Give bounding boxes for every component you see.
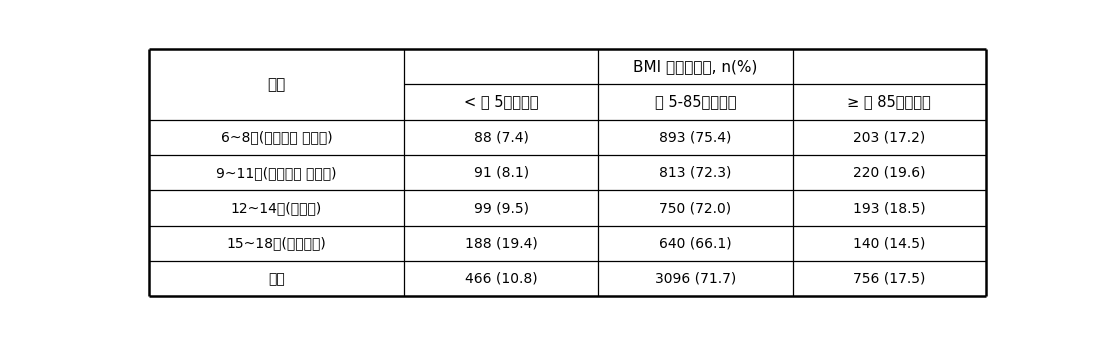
Text: 제 5-85백분위수: 제 5-85백분위수 [654, 94, 736, 109]
Text: 총계: 총계 [268, 272, 284, 286]
Text: 220 (19.6): 220 (19.6) [853, 166, 925, 180]
Text: 12~14세(중학생): 12~14세(중학생) [230, 201, 322, 215]
Text: 466 (10.8): 466 (10.8) [465, 272, 538, 286]
Text: 6~8세(초등학교 저학년): 6~8세(초등학교 저학년) [220, 130, 332, 144]
Text: 750 (72.0): 750 (72.0) [660, 201, 732, 215]
Text: 연령: 연령 [267, 77, 286, 92]
Text: 9~11세(초등학교 고학년): 9~11세(초등학교 고학년) [216, 166, 337, 180]
Text: 203 (17.2): 203 (17.2) [853, 130, 925, 144]
Text: 188 (19.4): 188 (19.4) [465, 236, 538, 250]
Text: 756 (17.5): 756 (17.5) [853, 272, 925, 286]
Text: 15~18세(고등학생): 15~18세(고등학생) [227, 236, 327, 250]
Text: BMI 백분위분포, n(%): BMI 백분위분포, n(%) [633, 59, 757, 74]
Text: 893 (75.4): 893 (75.4) [660, 130, 732, 144]
Text: 140 (14.5): 140 (14.5) [853, 236, 925, 250]
Text: 91 (8.1): 91 (8.1) [474, 166, 529, 180]
Text: < 제 5백분위수: < 제 5백분위수 [464, 94, 538, 109]
Text: 88 (7.4): 88 (7.4) [474, 130, 529, 144]
Text: ≥ 제 85백분위수: ≥ 제 85백분위수 [848, 94, 931, 109]
Text: 3096 (71.7): 3096 (71.7) [655, 272, 736, 286]
Text: 813 (72.3): 813 (72.3) [660, 166, 732, 180]
Text: 99 (9.5): 99 (9.5) [474, 201, 529, 215]
Text: 640 (66.1): 640 (66.1) [659, 236, 732, 250]
Text: 193 (18.5): 193 (18.5) [853, 201, 925, 215]
